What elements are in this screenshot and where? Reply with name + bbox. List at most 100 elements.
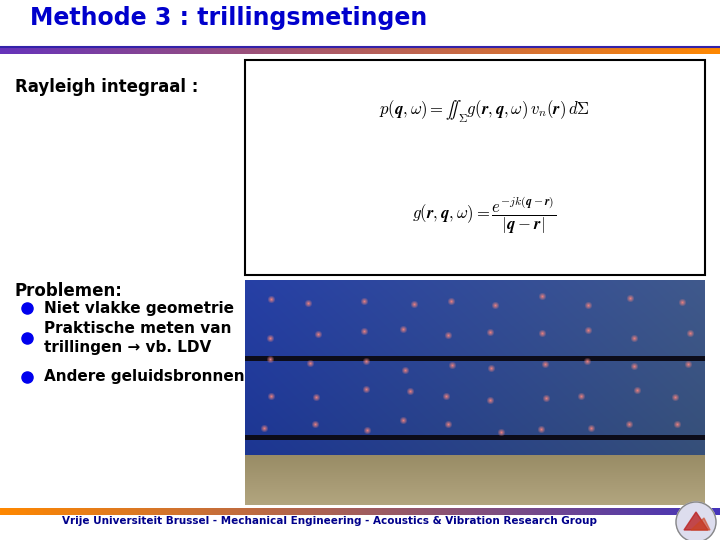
Bar	[392, 508, 393, 515]
Bar	[207, 48, 208, 54]
Bar	[84, 48, 85, 54]
Bar	[37, 508, 38, 515]
Bar	[651, 48, 652, 54]
Bar	[352, 48, 353, 54]
Bar	[540, 508, 541, 515]
Bar	[81, 48, 82, 54]
Bar	[492, 508, 493, 515]
Bar	[597, 508, 598, 515]
Bar	[475, 508, 476, 515]
Bar	[187, 508, 188, 515]
Bar	[471, 48, 472, 54]
Bar	[608, 48, 609, 54]
Bar	[288, 508, 289, 515]
Bar	[405, 48, 406, 54]
Bar	[588, 48, 589, 54]
Bar	[106, 48, 107, 54]
Bar	[490, 48, 491, 54]
Bar	[438, 508, 439, 515]
Bar	[52, 48, 53, 54]
Bar	[183, 508, 184, 515]
Bar	[628, 508, 629, 515]
Bar	[564, 508, 565, 515]
Bar	[38, 508, 39, 515]
Bar	[580, 508, 581, 515]
Bar	[339, 48, 340, 54]
Bar	[626, 48, 627, 54]
Bar	[333, 508, 334, 515]
Bar	[442, 508, 443, 515]
Bar	[280, 508, 281, 515]
Bar	[519, 48, 520, 54]
Bar	[349, 508, 350, 515]
Bar	[41, 48, 42, 54]
Bar	[40, 508, 41, 515]
Bar	[277, 508, 278, 515]
Bar	[471, 508, 472, 515]
Bar	[472, 508, 473, 515]
Bar	[643, 48, 644, 54]
Bar	[351, 508, 352, 515]
Bar	[313, 508, 314, 515]
Bar	[396, 48, 397, 54]
Bar	[572, 508, 573, 515]
Bar	[136, 48, 137, 54]
Bar	[240, 48, 241, 54]
Bar	[670, 508, 671, 515]
Bar	[604, 508, 605, 515]
Bar	[236, 508, 237, 515]
Bar	[224, 48, 225, 54]
Bar	[205, 508, 206, 515]
Bar	[77, 48, 78, 54]
Bar	[491, 508, 492, 515]
Bar	[566, 508, 567, 515]
Bar	[527, 48, 528, 54]
Bar	[510, 508, 511, 515]
Bar	[378, 508, 379, 515]
Bar	[478, 508, 479, 515]
Bar	[717, 48, 718, 54]
Bar	[197, 48, 198, 54]
Bar	[541, 48, 542, 54]
Bar	[220, 48, 221, 54]
Bar	[486, 48, 487, 54]
Bar	[479, 48, 480, 54]
Bar	[318, 508, 319, 515]
Bar	[563, 508, 564, 515]
Bar	[638, 48, 639, 54]
Bar	[12, 48, 13, 54]
Bar	[135, 508, 136, 515]
Bar	[90, 508, 91, 515]
Bar	[29, 508, 30, 515]
Bar	[120, 48, 121, 54]
Bar	[144, 508, 145, 515]
Bar	[689, 48, 690, 54]
Bar	[583, 48, 584, 54]
Bar	[703, 508, 704, 515]
Bar	[691, 48, 692, 54]
Bar	[502, 48, 503, 54]
Bar	[458, 508, 459, 515]
Bar	[501, 508, 502, 515]
Bar	[434, 508, 435, 515]
Bar	[698, 48, 699, 54]
Bar	[526, 508, 527, 515]
Bar	[29, 48, 30, 54]
Bar	[9, 508, 10, 515]
Bar	[607, 508, 608, 515]
Bar	[283, 508, 284, 515]
Bar	[88, 48, 89, 54]
Bar	[5, 48, 6, 54]
Bar	[444, 48, 445, 54]
Bar	[413, 508, 414, 515]
Bar	[309, 48, 310, 54]
Bar	[559, 508, 560, 515]
Bar	[26, 48, 27, 54]
Bar	[137, 48, 138, 54]
Bar	[189, 508, 190, 515]
Bar	[686, 508, 687, 515]
Bar	[204, 508, 205, 515]
Bar	[320, 508, 321, 515]
Bar	[391, 508, 392, 515]
Bar	[297, 48, 298, 54]
